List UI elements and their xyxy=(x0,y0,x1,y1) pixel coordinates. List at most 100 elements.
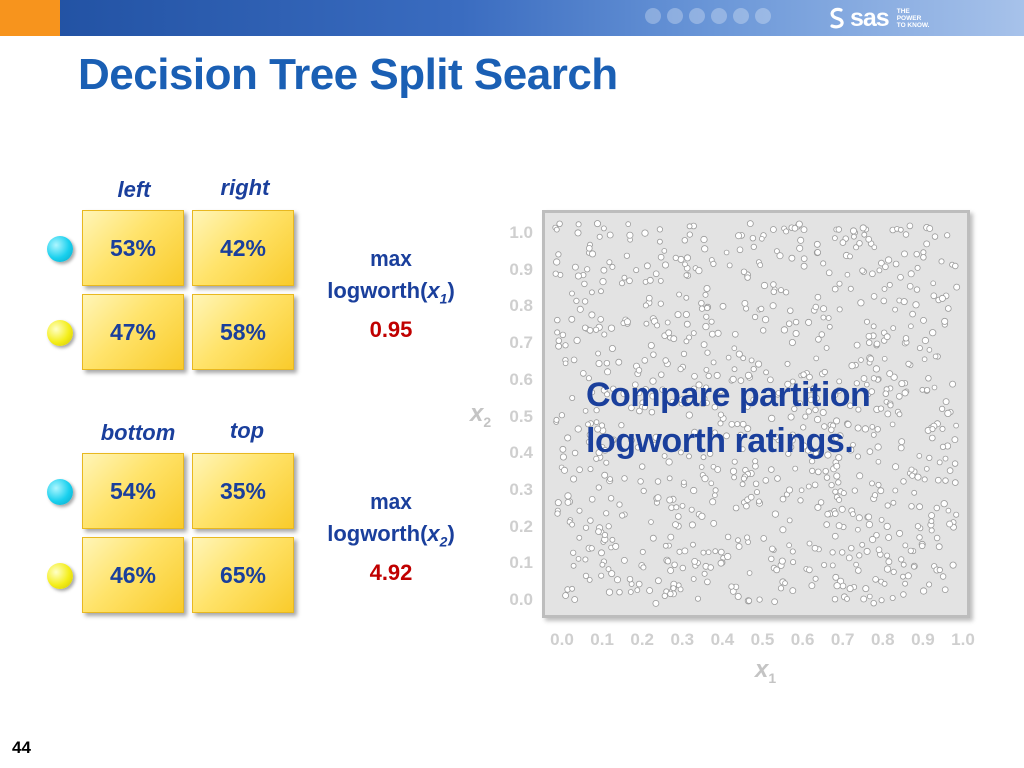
scatter-point xyxy=(788,339,796,347)
scatter-point xyxy=(844,420,852,428)
scatter-point xyxy=(699,400,707,408)
scatter-point xyxy=(595,359,603,367)
scatter-point xyxy=(866,339,873,346)
scatter-point xyxy=(671,561,678,568)
scatter-point xyxy=(890,373,898,381)
scatter-point xyxy=(717,387,724,395)
scatter-point xyxy=(682,261,688,268)
scatter-point xyxy=(731,366,738,373)
scatter-point xyxy=(797,400,804,407)
scatter-point xyxy=(812,450,819,457)
cyan-ball-icon xyxy=(47,479,73,505)
scatter-point xyxy=(586,431,594,438)
scatter-point xyxy=(780,326,788,334)
scatter-point xyxy=(877,405,885,412)
x-tick-label: 0.8 xyxy=(870,630,895,649)
scatter-point xyxy=(769,226,777,233)
scatter-point xyxy=(626,231,634,239)
scatter-point xyxy=(587,466,594,473)
sas-swoosh-icon xyxy=(830,7,844,29)
scatter-point xyxy=(898,380,906,388)
scatter-point xyxy=(800,442,808,450)
scatter-point xyxy=(908,466,915,473)
scatter-point xyxy=(655,577,662,585)
scatter-point xyxy=(603,359,611,367)
scatter-point xyxy=(865,513,873,521)
scatter-point xyxy=(833,582,841,590)
scatter-point xyxy=(926,225,934,232)
scatter-point xyxy=(835,479,842,486)
scatter-point xyxy=(677,366,684,373)
max-label: max xyxy=(370,246,412,271)
cyan-ball-icon xyxy=(47,236,73,262)
scatter-point xyxy=(734,592,742,600)
scatter-point xyxy=(744,534,751,541)
scatter-point xyxy=(745,597,753,604)
scatter-point xyxy=(868,388,876,395)
scatter-point xyxy=(774,475,781,482)
scatter-point xyxy=(850,233,857,240)
scatter-point xyxy=(576,305,584,313)
scatter-point xyxy=(731,458,738,465)
scatter-point xyxy=(750,366,757,373)
scatter-point xyxy=(571,449,579,457)
scatter-point xyxy=(936,459,943,466)
scatter-point xyxy=(933,504,940,512)
scatter-point xyxy=(777,287,784,294)
scatter-point xyxy=(679,564,686,572)
scatter-point xyxy=(916,345,923,352)
scatter-point xyxy=(555,342,563,350)
scatter-point xyxy=(902,231,910,238)
cell-x2-bottom-yellow: 46% xyxy=(82,537,184,613)
scatter-point xyxy=(928,512,936,519)
scatter-point xyxy=(787,307,794,314)
scatter-point xyxy=(890,499,897,506)
scatter-point xyxy=(861,231,868,238)
scatter-point xyxy=(700,235,708,244)
scatter-point xyxy=(723,249,730,256)
scatter-point xyxy=(847,253,853,260)
scatter-point xyxy=(772,433,779,441)
scatter-point xyxy=(771,510,779,518)
scatter-point xyxy=(839,239,847,246)
scatter-point xyxy=(813,415,822,424)
scatter-point xyxy=(789,548,796,555)
scatter-point xyxy=(795,220,803,228)
scatter-point xyxy=(920,317,927,324)
scatter-point xyxy=(724,533,732,541)
scatter-point xyxy=(821,368,828,376)
scatter-point xyxy=(797,236,805,244)
scatter-point xyxy=(854,424,862,432)
scatter-point xyxy=(575,556,582,562)
scatter-point xyxy=(884,410,892,418)
scatter-point xyxy=(597,316,604,323)
scatter-point xyxy=(628,437,635,444)
scatter-point xyxy=(853,561,859,568)
scatter-point xyxy=(626,277,633,285)
scatter-point xyxy=(615,358,623,366)
scatter-point xyxy=(786,542,792,549)
scatter-point xyxy=(762,316,770,324)
scatter-point xyxy=(756,498,762,505)
scatter-point xyxy=(711,429,718,436)
x-tick-label: 0.4 xyxy=(710,630,735,649)
scatter-point xyxy=(798,487,805,494)
label-left: left xyxy=(117,177,151,202)
scatter-point xyxy=(929,426,936,433)
scatter-point xyxy=(701,245,709,253)
scatter-point xyxy=(559,331,567,339)
scatter-point xyxy=(942,477,949,484)
scatter-point xyxy=(731,345,738,352)
scatter-point xyxy=(556,220,563,227)
scatter-point xyxy=(853,341,861,349)
scatter-point xyxy=(785,320,793,327)
scatter-point xyxy=(672,254,679,262)
scatter-point xyxy=(897,444,905,452)
scatter-point xyxy=(819,408,827,416)
scatter-point xyxy=(703,384,710,391)
scatter-point xyxy=(744,371,753,379)
scatter-point xyxy=(726,262,733,269)
scatter-point xyxy=(599,561,606,568)
label-top: top xyxy=(229,418,265,443)
scatter-point xyxy=(600,266,608,274)
